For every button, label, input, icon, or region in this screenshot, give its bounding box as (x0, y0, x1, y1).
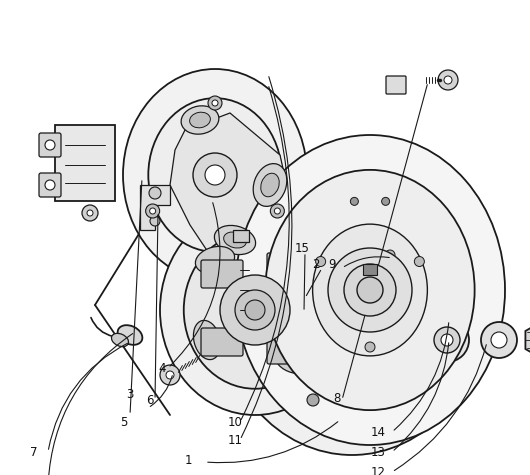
Polygon shape (525, 322, 530, 358)
Ellipse shape (215, 226, 255, 255)
FancyBboxPatch shape (267, 253, 301, 279)
Circle shape (444, 76, 452, 84)
Polygon shape (390, 249, 400, 261)
FancyBboxPatch shape (386, 76, 406, 94)
Circle shape (481, 322, 517, 358)
Ellipse shape (123, 69, 307, 281)
Ellipse shape (190, 112, 210, 128)
Ellipse shape (181, 106, 219, 134)
FancyBboxPatch shape (227, 308, 241, 330)
Circle shape (425, 318, 469, 362)
Text: 7: 7 (30, 446, 38, 458)
Circle shape (45, 140, 55, 150)
Polygon shape (233, 230, 249, 242)
Ellipse shape (118, 325, 143, 345)
Text: 6: 6 (146, 393, 154, 407)
Ellipse shape (196, 247, 235, 274)
Text: 14: 14 (370, 426, 385, 438)
Circle shape (434, 327, 460, 353)
Ellipse shape (266, 170, 475, 410)
Circle shape (385, 250, 395, 260)
FancyBboxPatch shape (39, 133, 61, 157)
Circle shape (146, 204, 160, 218)
Circle shape (344, 264, 396, 316)
Text: 1: 1 (184, 454, 192, 466)
Circle shape (275, 208, 280, 214)
Polygon shape (379, 249, 390, 261)
Ellipse shape (111, 333, 129, 347)
Polygon shape (390, 243, 400, 255)
Circle shape (205, 165, 225, 185)
Text: 13: 13 (370, 446, 385, 458)
Polygon shape (363, 264, 377, 275)
Ellipse shape (253, 163, 287, 206)
Ellipse shape (235, 135, 505, 445)
Text: 3: 3 (126, 389, 134, 401)
FancyBboxPatch shape (201, 328, 243, 356)
Ellipse shape (193, 321, 220, 360)
Circle shape (45, 180, 55, 190)
Ellipse shape (160, 205, 350, 415)
Circle shape (193, 153, 237, 197)
Ellipse shape (289, 260, 316, 300)
FancyBboxPatch shape (39, 173, 61, 197)
Ellipse shape (217, 145, 487, 455)
Text: 12: 12 (370, 466, 385, 475)
Circle shape (328, 248, 412, 332)
Circle shape (491, 332, 507, 348)
Circle shape (441, 334, 453, 346)
Circle shape (245, 300, 265, 320)
Text: 11: 11 (227, 434, 243, 446)
Ellipse shape (184, 231, 326, 389)
Circle shape (357, 277, 383, 303)
Text: 9: 9 (328, 258, 335, 272)
Circle shape (365, 342, 375, 352)
Circle shape (414, 256, 425, 266)
Ellipse shape (313, 224, 427, 356)
Ellipse shape (261, 173, 279, 197)
Polygon shape (379, 255, 390, 267)
Text: 5: 5 (120, 416, 128, 428)
Text: 4: 4 (158, 361, 166, 374)
Polygon shape (379, 243, 390, 255)
Circle shape (149, 187, 161, 199)
Polygon shape (170, 113, 290, 255)
Text: 2: 2 (312, 258, 320, 272)
Circle shape (316, 256, 325, 266)
Circle shape (382, 198, 390, 205)
Circle shape (87, 210, 93, 216)
Ellipse shape (276, 346, 315, 373)
Circle shape (307, 394, 319, 406)
Circle shape (235, 290, 275, 330)
Circle shape (220, 275, 290, 345)
Circle shape (82, 205, 98, 221)
Circle shape (149, 208, 156, 214)
FancyBboxPatch shape (201, 260, 243, 288)
Polygon shape (140, 185, 170, 230)
Circle shape (212, 100, 218, 106)
Ellipse shape (224, 232, 246, 248)
Text: 8: 8 (333, 391, 341, 405)
Text: 10: 10 (227, 416, 242, 428)
Circle shape (208, 96, 222, 110)
Circle shape (350, 198, 358, 205)
Circle shape (150, 216, 160, 226)
Circle shape (166, 371, 174, 379)
Circle shape (160, 365, 180, 385)
Ellipse shape (148, 98, 282, 252)
Polygon shape (390, 255, 400, 267)
FancyBboxPatch shape (267, 338, 301, 364)
Text: 15: 15 (295, 241, 310, 255)
Circle shape (270, 204, 285, 218)
Circle shape (438, 70, 458, 90)
FancyBboxPatch shape (55, 125, 115, 201)
